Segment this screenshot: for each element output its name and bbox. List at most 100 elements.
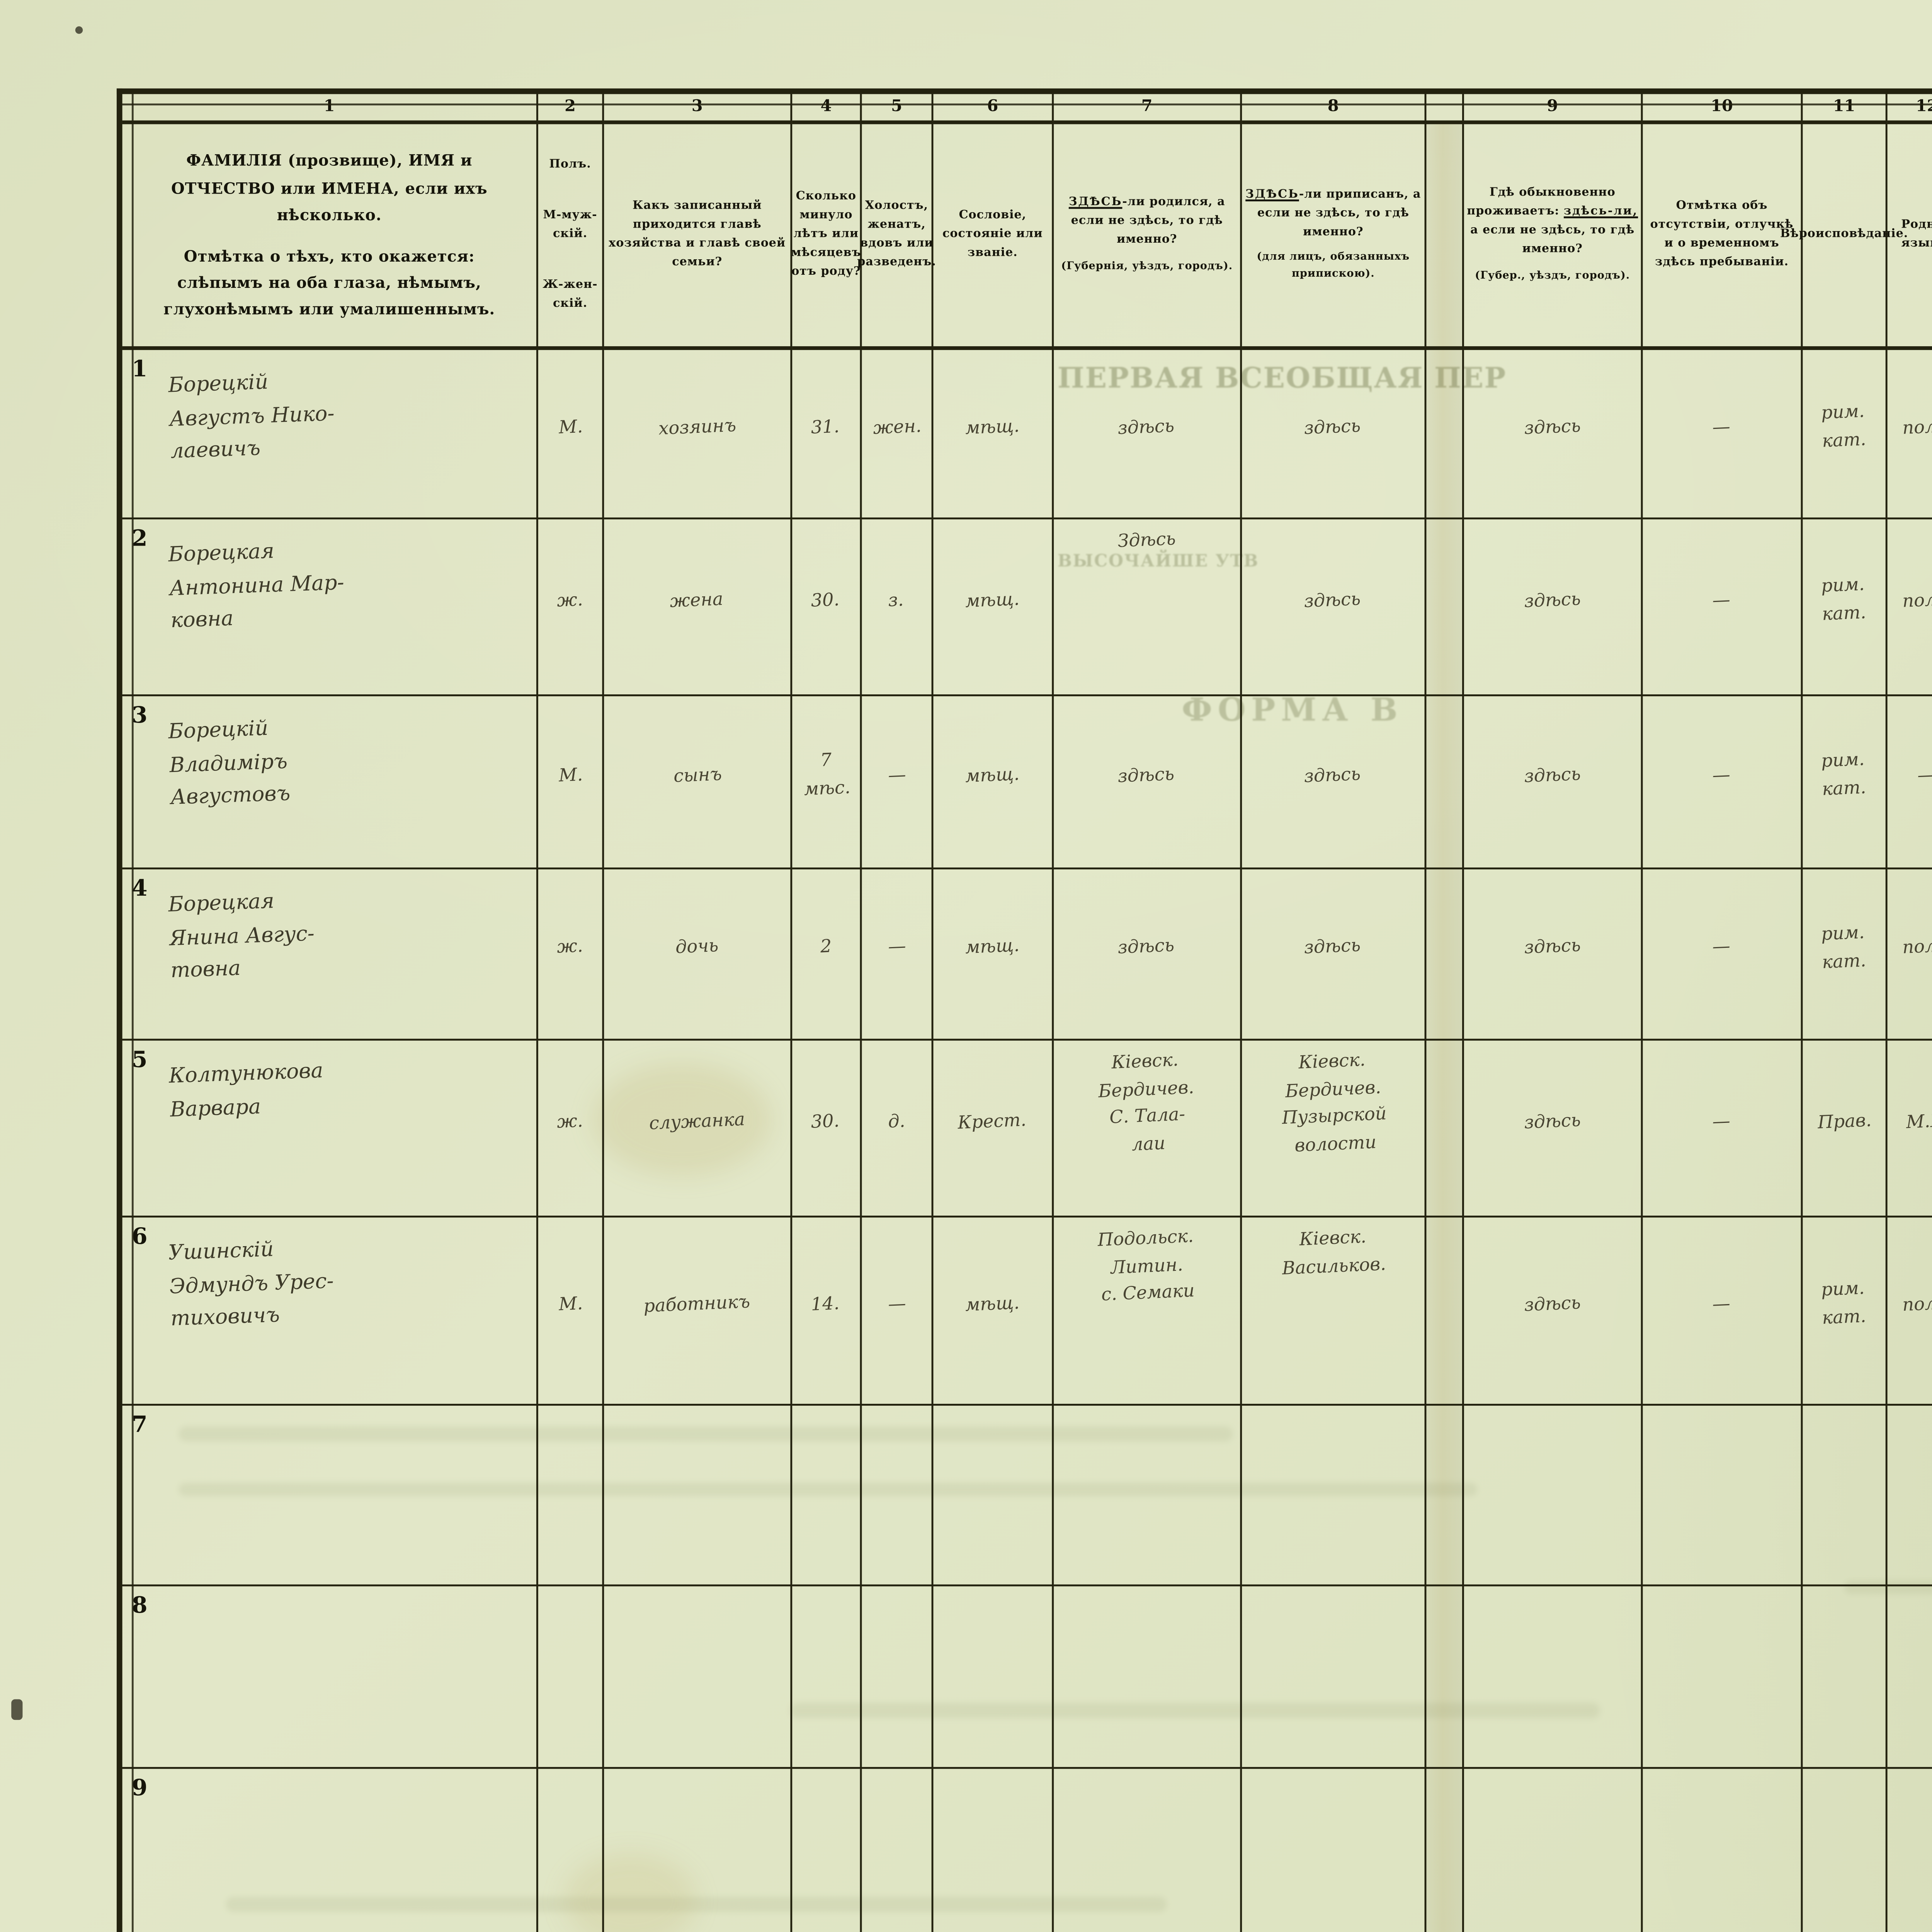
header-birthplace-column: ЗДѢСЬ-ли родился, а если не здѣсь, то гд… — [1054, 124, 1242, 350]
cell-relation-r9 — [604, 1769, 793, 1932]
absence-entry: — — [1712, 765, 1731, 786]
inner-border-top — [122, 102, 1932, 105]
cell-born-r3: здѣсь — [1054, 696, 1242, 869]
cell-estate-r8 — [933, 1586, 1054, 1769]
language-entry: поль. — [1902, 416, 1932, 439]
header-registration-keyword: ЗДѢСЬ — [1245, 187, 1299, 201]
resides-entry: здѣсь — [1524, 416, 1581, 439]
cell-resides-r2: здѣсь — [1464, 519, 1643, 696]
relation-entry: работникъ — [643, 1291, 751, 1317]
cell-estate-r3: мѣщ. — [933, 696, 1054, 869]
column-number-strip: 1 2 3 4 5 6 7 8 9 10 11 12 13 14 — [122, 94, 1932, 124]
name-entry: Борецкій Августъ Нико- лаевичъ — [168, 369, 335, 464]
cell-age-r2: 30. — [792, 519, 862, 696]
bleedthrough-streak — [226, 1896, 1167, 1912]
fold-gutter — [1426, 696, 1464, 869]
born-entry: Подольск. Литин. с. Семаки — [1097, 1226, 1195, 1307]
row-number: 5 — [131, 1046, 148, 1073]
person-row-6: 6 Ушинскій Эдмундъ Урес- тиховичъ М. работн… — [122, 1217, 1932, 1406]
cell-marital-r8 — [862, 1586, 934, 1769]
row-number: 9 — [131, 1774, 148, 1801]
language-entry: поль. — [1902, 589, 1932, 612]
cell-absence-r6: — — [1643, 1217, 1803, 1406]
sex-entry: М. — [558, 1293, 583, 1315]
cell-resides-r7 — [1464, 1405, 1643, 1587]
fold-gutter — [1426, 1041, 1464, 1218]
registered-entry: Кіевск. Васильков. — [1281, 1227, 1386, 1280]
cell-name-r2: 2 Борецкая Антонина Мар- ковна — [122, 519, 538, 696]
bleedthrough-subtitle: ВЫСОЧАЙШЕ УТВ — [1057, 553, 1259, 572]
cell-name-r5: 5 Колтунюкова Варвара — [122, 1041, 538, 1218]
fold-gutter — [1426, 869, 1464, 1041]
col-number-2: 2 — [538, 94, 604, 124]
marital-entry: з. — [888, 590, 905, 611]
cell-relation-r7 — [604, 1405, 793, 1587]
cell-language-r9 — [1888, 1769, 1932, 1932]
paper-stain — [593, 1063, 772, 1176]
cell-resides-r4: здѣсь — [1464, 869, 1643, 1041]
cell-absence-r5: — — [1643, 1041, 1803, 1218]
cell-registered-r7 — [1242, 1405, 1427, 1587]
cell-relation-r8 — [604, 1586, 793, 1769]
sex-entry: М. — [558, 417, 583, 439]
cell-marital-r7 — [862, 1405, 934, 1587]
estate-entry: Крест. — [958, 1110, 1027, 1134]
resides-entry: здѣсь — [1524, 936, 1581, 959]
cell-resides-r6: здѣсь — [1464, 1217, 1643, 1406]
person-row-4: 4 Борецкая Янина Авгус- товна ж. дочь 2 — мѣщ.… — [122, 869, 1932, 1041]
bleedthrough-streak — [179, 1483, 1477, 1496]
marital-entry: — — [887, 765, 906, 786]
table-body: 1 Борецкій Августъ Нико- лаевичъ М. хозяинъ… — [122, 350, 1932, 1932]
relation-entry: сынъ — [672, 764, 722, 787]
person-row-3: 3 Борецкій Владиміръ Августовъ М. сынъ 7 мѣс… — [122, 696, 1932, 869]
cell-name-r8: 8 — [122, 1586, 538, 1769]
header-estate-column: Сословіе, состояніе или званіе. — [933, 124, 1054, 350]
fold-gutter — [1426, 1586, 1464, 1769]
cell-language-r1: поль. — [1887, 350, 1932, 520]
bleedthrough-title: ПЕРВАЯ ВСЕОБЩАЯ ПЕР — [1057, 361, 1507, 395]
header-marital-column: Холостъ, женатъ, вдовъ или разведенъ. — [857, 124, 936, 350]
cell-registered-r4: здѣсь — [1242, 869, 1427, 1041]
name-entry — [170, 1776, 529, 1788]
cell-religion-r1: рим. кат. — [1803, 350, 1888, 520]
age-entry: 30. — [811, 1111, 841, 1133]
relation-entry: хозяинъ — [658, 415, 736, 440]
cell-marital-r4: — — [862, 869, 934, 1041]
cell-absence-r4: — — [1643, 869, 1803, 1041]
header-relation-column: Какъ записанный приходится главѣ хозяйст… — [604, 124, 793, 350]
cell-relation-r3: сынъ — [604, 696, 793, 869]
born-entry: здѣсь — [1118, 416, 1176, 439]
col-number-12: 12 — [1887, 94, 1932, 124]
cell-sex-r2: ж. — [538, 519, 604, 696]
cell-relation-r1: хозяинъ — [604, 350, 793, 520]
absence-entry: — — [1712, 1293, 1731, 1315]
marital-entry: д. — [888, 1111, 906, 1133]
col-number-4: 4 — [792, 94, 862, 124]
cell-born-r8 — [1054, 1586, 1242, 1769]
col-number-9: 9 — [1464, 94, 1643, 124]
cell-religion-r2: рим. кат. — [1803, 519, 1888, 696]
col-number-5: 5 — [862, 94, 934, 124]
person-row-1: 1 Борецкій Августъ Нико- лаевичъ М. хозяинъ… — [122, 350, 1932, 520]
absence-entry: — — [1712, 937, 1731, 959]
cell-registered-r5: Кіевск. Бердичев. Пузырской волости — [1242, 1041, 1427, 1218]
cell-estate-r6: мѣщ. — [933, 1217, 1054, 1406]
cell-name-r7: 7 — [122, 1405, 538, 1587]
table-header: ФАМИЛІЯ (прозвище), ИМЯ и ОТЧЕСТВО или И… — [122, 124, 1932, 350]
cell-age-r1: 31. — [792, 350, 862, 520]
cell-resides-r8 — [1464, 1586, 1643, 1769]
cell-marital-r3: — — [862, 696, 934, 869]
religion-entry: рим. кат. — [1821, 750, 1867, 801]
absence-entry: — — [1712, 1111, 1731, 1133]
header-birthplace-text: -ли родился, а если не здѣсь, то гдѣ име… — [1071, 196, 1225, 247]
header-residence-text: а если не здѣсь, то гдѣ именно? — [1470, 224, 1635, 256]
cell-language-r3: — — [1887, 696, 1932, 869]
religion-entry: рим. кат. — [1821, 1279, 1867, 1330]
bleedthrough-streak — [790, 1703, 1600, 1718]
census-table: 1 2 3 4 5 6 7 8 9 10 11 12 13 14 ФАМИЛІЯ… — [116, 88, 1932, 1932]
cell-estate-r1: мѣщ. — [933, 350, 1054, 520]
cell-estate-r5: Крест. — [933, 1041, 1054, 1218]
cell-sex-r1: М. — [538, 350, 604, 520]
bleedthrough-streak — [179, 1426, 1233, 1442]
